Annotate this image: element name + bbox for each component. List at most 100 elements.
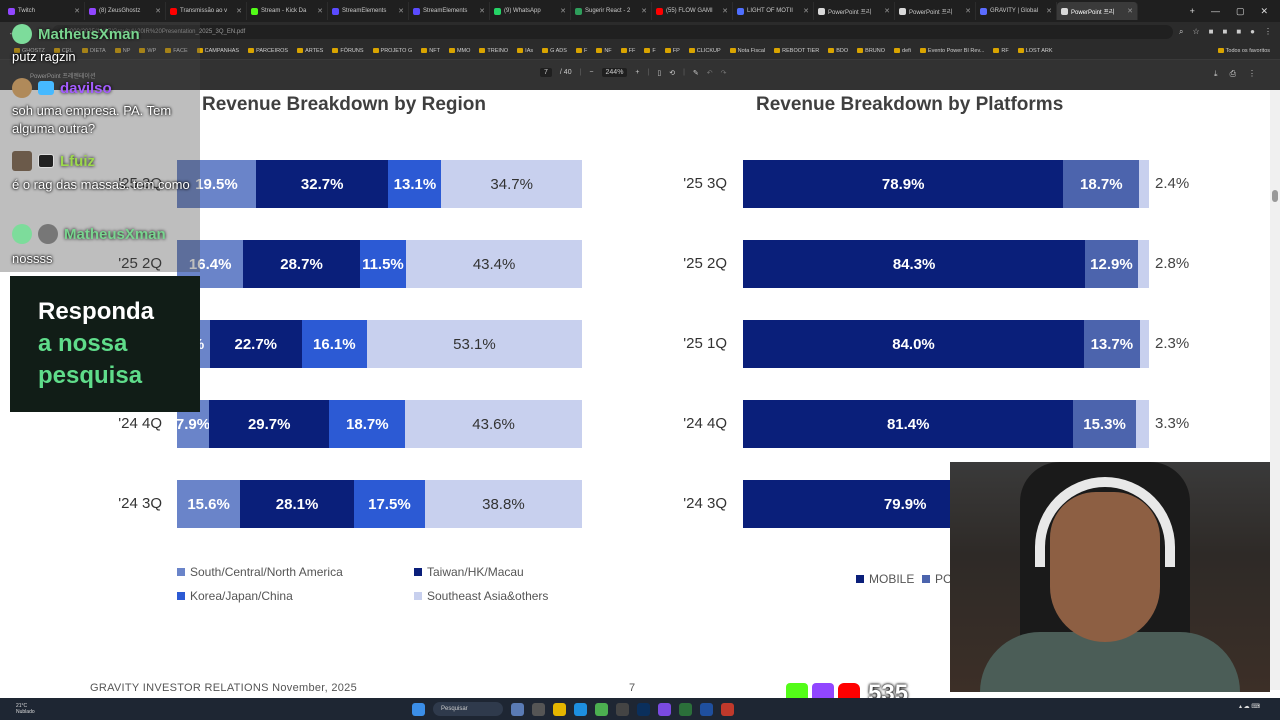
reload-icon[interactable]: ↻ (38, 26, 46, 37)
bookmark-item[interactable]: F (644, 48, 655, 54)
extension-icon[interactable]: ■ (1222, 27, 1228, 36)
zoom-in-icon[interactable]: + (635, 69, 640, 76)
maximize-icon[interactable]: ▢ (1235, 5, 1245, 16)
bookmark-item[interactable]: PROJETO G (373, 48, 413, 54)
tab-close-icon[interactable]: ✕ (155, 8, 161, 15)
bookmark-item[interactable]: ARTES (297, 48, 323, 54)
taskbar-app-icon[interactable] (616, 702, 629, 716)
browser-tab[interactable]: StreamElements ✕ (409, 2, 490, 20)
url-field[interactable]: ...0000/2025/11/07/Gravity%20IR%20Presen… (51, 25, 1173, 39)
bookmark-item[interactable]: MMO (449, 48, 470, 54)
browser-tab[interactable]: PowerPoint 프리 ✕ (1057, 2, 1138, 20)
tab-close-icon[interactable]: ✕ (479, 8, 485, 15)
taskbar-app-icon[interactable] (679, 702, 692, 716)
scrollbar-thumb[interactable] (1272, 190, 1278, 202)
file-explorer-icon[interactable] (553, 702, 566, 716)
photoshop-icon[interactable] (637, 702, 650, 716)
bookmark-item[interactable]: Evento Power BI Rev... (920, 48, 984, 54)
extension-icon[interactable]: ■ (1208, 27, 1214, 36)
bookmark-item[interactable]: REBOOT TIER (774, 48, 819, 54)
new-tab-icon[interactable]: + (1189, 5, 1195, 16)
tab-close-icon[interactable]: ✕ (236, 8, 242, 15)
fit-page-icon[interactable]: ▯ (657, 69, 662, 77)
undo-icon[interactable]: ↶ (706, 69, 713, 77)
browser-tab[interactable]: GRAVITY | Global ✕ (976, 2, 1057, 20)
browser-tab[interactable]: PowerPoint 프리 ✕ (814, 2, 895, 20)
tab-close-icon[interactable]: ✕ (560, 8, 566, 15)
taskbar-app-icon[interactable] (532, 702, 545, 716)
bookmark-item[interactable]: NFT (421, 48, 440, 54)
tab-close-icon[interactable]: ✕ (722, 8, 728, 15)
menu-icon[interactable]: ⋮ (1264, 27, 1272, 36)
rotate-icon[interactable]: ⟲ (669, 69, 676, 77)
tab-close-icon[interactable]: ✕ (1127, 8, 1133, 15)
bookmark-item[interactable]: BRUNO (857, 48, 885, 54)
taskbar-search[interactable]: Pesquisar (433, 702, 503, 716)
tab-close-icon[interactable]: ✕ (803, 8, 809, 15)
print-icon[interactable]: ⎙ (1229, 69, 1236, 78)
close-window-icon[interactable]: ✕ (1260, 5, 1268, 16)
bookmark-item[interactable]: Nota Fiscal (730, 48, 766, 54)
star-icon[interactable]: ☆ (1192, 27, 1200, 36)
tab-close-icon[interactable]: ✕ (641, 8, 647, 15)
browser-tab[interactable]: LIGHT OF MOTII ✕ (733, 2, 814, 20)
zoom-input[interactable]: 244% (601, 68, 628, 77)
browser-tab[interactable]: (55) FLOW GAMI ✕ (652, 2, 733, 20)
bookmark-item[interactable]: BDO (828, 48, 848, 54)
browser-tab[interactable]: (9) WhatsApp ✕ (490, 2, 571, 20)
taskbar-app-icon[interactable] (658, 702, 671, 716)
bookmark-item[interactable]: RF (993, 48, 1008, 54)
tab-close-icon[interactable]: ✕ (317, 8, 323, 15)
browser-tab[interactable]: PowerPoint 프리 ✕ (895, 2, 976, 20)
bookmark-item[interactable]: NF (596, 48, 611, 54)
bookmark-item[interactable]: FÓRUNS (332, 48, 363, 54)
tab-close-icon[interactable]: ✕ (74, 8, 80, 15)
taskbar-app-icon[interactable] (700, 702, 713, 716)
edge-icon[interactable] (574, 702, 587, 716)
browser-tab[interactable]: Transmissão ao v ✕ (166, 2, 247, 20)
more-icon[interactable]: ⋮ (1248, 69, 1256, 78)
bookmark-item[interactable]: FP (665, 48, 680, 54)
tab-close-icon[interactable]: ✕ (965, 8, 971, 15)
bookmark-item[interactable]: LOST ARK (1018, 48, 1053, 54)
browser-tab[interactable]: Twitch ✕ (4, 2, 85, 20)
browser-tab[interactable]: Sugerir React - 2 ✕ (571, 2, 652, 20)
browser-tab[interactable]: StreamElements ✕ (328, 2, 409, 20)
bookmark-item[interactable]: DIETA (82, 48, 106, 54)
redo-icon[interactable]: ↷ (720, 69, 727, 77)
system-tray[interactable]: ▴ ☁ ⌨ (1238, 704, 1260, 710)
bookmark-item[interactable]: CRL (54, 48, 73, 54)
tab-close-icon[interactable]: ✕ (884, 8, 890, 15)
bookmark-item[interactable]: IAs (517, 48, 533, 54)
extension-icon[interactable]: ■ (1236, 27, 1242, 36)
bookmark-item[interactable]: defi (894, 48, 911, 54)
bookmark-item[interactable]: CLICKUP (689, 48, 721, 54)
page-number-input[interactable]: 7 (540, 68, 552, 77)
bookmark-item[interactable]: TREINO (479, 48, 508, 54)
zoom-icon[interactable]: ⌕ (1178, 27, 1184, 36)
taskbar-app-icon[interactable] (511, 702, 524, 716)
bookmark-item[interactable]: NP (115, 48, 131, 54)
browser-tab[interactable]: (8) ZeusGhostz ✕ (85, 2, 166, 20)
tab-close-icon[interactable]: ✕ (398, 8, 404, 15)
zoom-out-icon[interactable]: − (589, 69, 594, 76)
tab-close-icon[interactable]: ✕ (1046, 8, 1052, 15)
bookmark-item[interactable]: GHOSTZ (14, 48, 45, 54)
browser-tab[interactable]: Stream - Kick Da ✕ (247, 2, 328, 20)
bookmark-item[interactable]: CAMPANHAS (197, 48, 239, 54)
chrome-icon[interactable] (595, 702, 608, 716)
all-bookmarks-folder[interactable]: Todos os favoritos (1218, 48, 1270, 54)
windows-start-icon[interactable] (412, 702, 425, 716)
bookmark-item[interactable]: WP (139, 48, 156, 54)
filezilla-icon[interactable] (721, 702, 734, 716)
vertical-scrollbar[interactable] (1270, 90, 1280, 690)
bookmark-item[interactable]: FACE (165, 48, 187, 54)
bookmark-item[interactable]: F (576, 48, 587, 54)
bookmark-item[interactable]: FF (621, 48, 636, 54)
profile-icon[interactable]: ● (1250, 27, 1255, 36)
draw-icon[interactable]: ✎ (692, 69, 699, 77)
weather-widget[interactable]: 21°C Nublado (16, 703, 35, 715)
download-icon[interactable]: ⤓ (1214, 69, 1218, 78)
minimize-icon[interactable]: — (1210, 5, 1220, 16)
bookmark-item[interactable]: PARCEIROS (248, 48, 288, 54)
